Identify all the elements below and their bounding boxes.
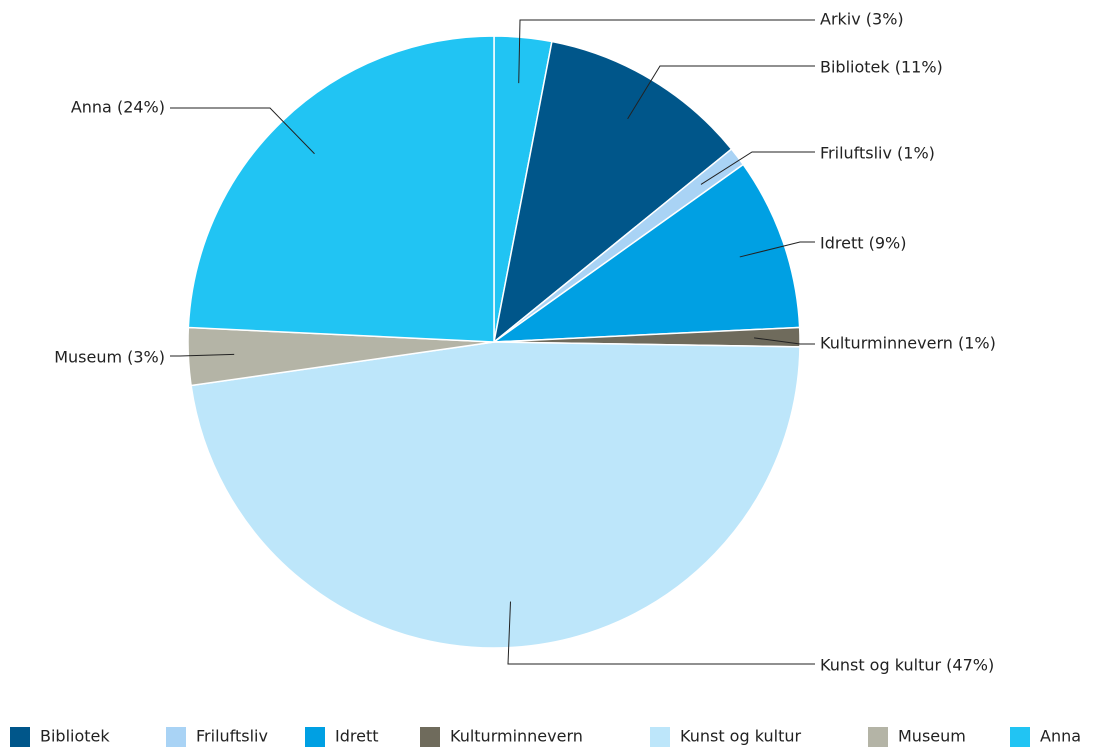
legend-label: Bibliotek bbox=[40, 727, 110, 746]
leader-line bbox=[170, 107, 315, 155]
legend-label: Kulturminnevern bbox=[450, 727, 583, 746]
legend-swatch bbox=[650, 727, 670, 747]
leader-line bbox=[507, 601, 815, 665]
legend-swatch bbox=[10, 727, 30, 747]
legend-label: Idrett bbox=[335, 727, 379, 746]
data-label: Museum (3%) bbox=[54, 348, 165, 367]
data-label: Arkiv (3%) bbox=[820, 10, 904, 29]
data-label: Bibliotek (11%) bbox=[820, 58, 943, 77]
legend-label: Friluftsliv bbox=[196, 727, 268, 746]
leader-line bbox=[754, 337, 815, 345]
slice bbox=[187, 35, 495, 343]
data-label: Anna (24%) bbox=[71, 98, 165, 117]
legend-swatch bbox=[868, 727, 888, 747]
leader-line bbox=[700, 151, 815, 185]
data-label: Idrett (9%) bbox=[820, 234, 906, 253]
data-label: Kunst og kultur (47%) bbox=[820, 656, 994, 675]
slice bbox=[491, 163, 801, 343]
legend-swatch bbox=[166, 727, 186, 747]
legend-label: Anna bbox=[1040, 727, 1081, 746]
data-label: Kulturminnevern (1%) bbox=[820, 334, 996, 353]
legend-swatch bbox=[420, 727, 440, 747]
legend-swatch bbox=[305, 727, 325, 747]
legend: Bibliotek Friluftsliv Idrett Kulturminnever… bbox=[10, 727, 1081, 747]
pie bbox=[187, 35, 801, 649]
leader-line bbox=[518, 19, 815, 84]
leader-line bbox=[627, 65, 815, 120]
legend-swatch bbox=[1010, 727, 1030, 747]
slice bbox=[190, 341, 801, 649]
leader-line bbox=[170, 353, 235, 357]
leader-line bbox=[739, 241, 815, 258]
data-label: Friluftsliv (1%) bbox=[820, 144, 935, 163]
legend-label: Kunst og kultur bbox=[680, 727, 801, 746]
labels: Arkiv (3%) Bibliotek (11%) Friluftsliv (1%… bbox=[54, 10, 996, 675]
legend-label: Museum bbox=[898, 727, 966, 746]
